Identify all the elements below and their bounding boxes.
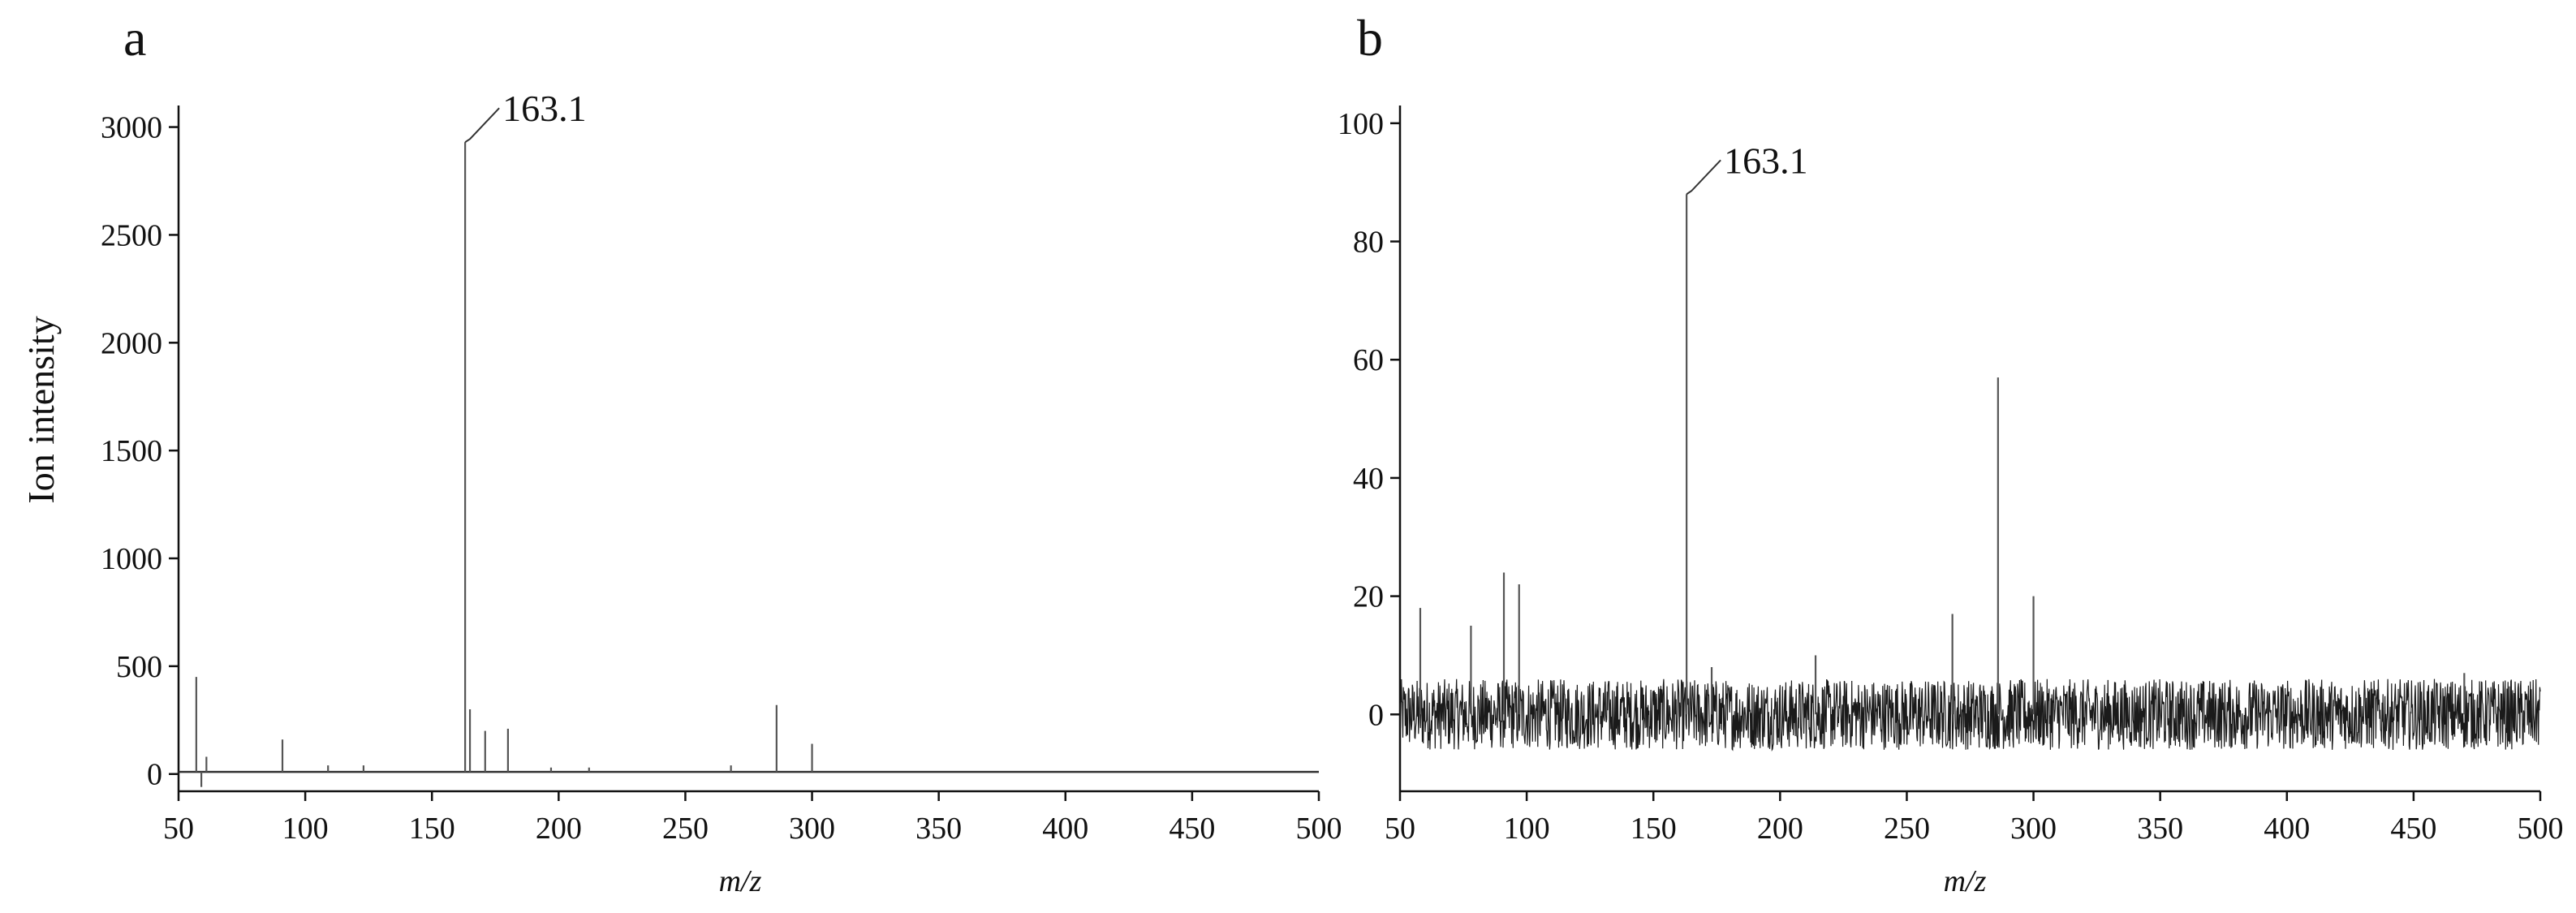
- panel-b-letter: b: [1357, 9, 1383, 67]
- panel-a-ylabel: Ion intensity: [20, 316, 62, 503]
- panel-b-marks: [1399, 194, 2541, 752]
- x-tick-label: 450: [2390, 812, 2436, 846]
- peak-annotation-label: 163.1: [1724, 140, 1808, 181]
- noise-trace: [1399, 678, 2541, 752]
- x-tick-label: 400: [1042, 812, 1088, 846]
- x-tick-label: 150: [409, 812, 455, 846]
- panel-b-axes: [1398, 106, 2540, 793]
- x-tick-label: 500: [1296, 812, 1342, 846]
- panel-a-xlabel: m/z: [719, 864, 762, 898]
- y-tick-label: 100: [1338, 107, 1384, 141]
- x-tick-label: 100: [282, 812, 329, 846]
- panel-a-annotation-group: 163.1: [464, 88, 587, 144]
- x-tick-label: 100: [1504, 812, 1550, 846]
- y-tick-label: 80: [1353, 226, 1384, 260]
- y-tick-label: 0: [1368, 698, 1384, 732]
- panel-a-ticks: 50 100 150 200 250 300 350 400 450 500 0 500 1000 150…: [101, 111, 1342, 846]
- annotation-leader: [464, 107, 500, 144]
- x-tick-label: 500: [2518, 812, 2564, 846]
- panel-b: b m/z 50 100 150 200 250 300 350 400 450 500 0 20 40…: [1338, 9, 2564, 898]
- y-tick-label: 1000: [101, 542, 162, 576]
- x-tick-label: 150: [1630, 812, 1677, 846]
- panel-a-letter: a: [123, 9, 146, 67]
- x-tick-label: 200: [536, 812, 582, 846]
- x-tick-label: 450: [1169, 812, 1215, 846]
- x-tick-label: 350: [2137, 812, 2183, 846]
- annotation-leader: [1686, 159, 1721, 196]
- x-tick-label: 300: [789, 812, 835, 846]
- panel-a: a Ion intensity m/z 50 100 150 200 250 300 350…: [20, 9, 1342, 898]
- x-tick-label: 50: [1385, 812, 1415, 846]
- y-tick-label: 40: [1353, 462, 1384, 496]
- y-tick-label: 20: [1353, 580, 1384, 614]
- x-tick-label: 50: [163, 812, 194, 846]
- panel-a-marks: [179, 142, 1319, 787]
- y-tick-label: 2500: [101, 218, 162, 252]
- panel-b-ticks: 50 100 150 200 250 300 350 400 450 500 0 20 40 60 80 10…: [1338, 107, 2564, 846]
- panel-a-axes: [177, 106, 1319, 793]
- panel-b-annotation-group: 163.1: [1686, 140, 1808, 196]
- y-tick-label: 60: [1353, 343, 1384, 377]
- x-tick-label: 400: [2264, 812, 2310, 846]
- x-tick-label: 300: [2010, 812, 2057, 846]
- peak-annotation-label: 163.1: [502, 88, 587, 129]
- y-tick-label: 1500: [101, 434, 162, 468]
- y-tick-label: 2000: [101, 326, 162, 360]
- y-tick-label: 500: [116, 650, 162, 684]
- y-tick-label: 0: [147, 758, 162, 792]
- x-tick-label: 200: [1757, 812, 1803, 846]
- x-tick-label: 350: [915, 812, 962, 846]
- panel-b-xlabel: m/z: [1944, 864, 1987, 898]
- y-tick-label: 3000: [101, 111, 162, 145]
- x-tick-label: 250: [1884, 812, 1930, 846]
- x-tick-label: 250: [662, 812, 709, 846]
